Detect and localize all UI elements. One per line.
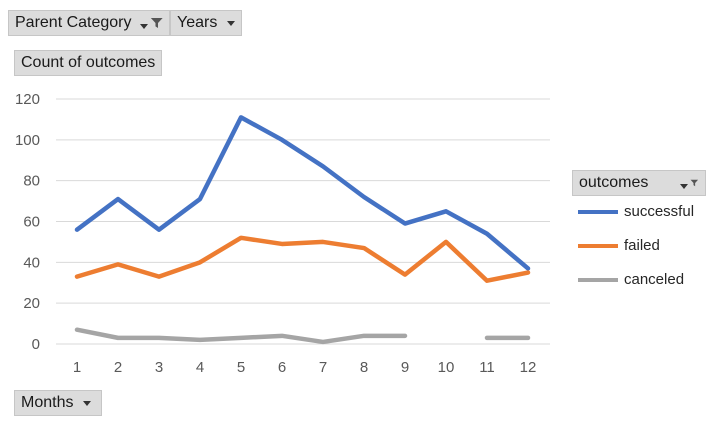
x-tick-label: 12 <box>520 359 537 376</box>
outcomes-legend-button[interactable]: outcomes <box>572 170 706 196</box>
legend-item-successful[interactable]: successful <box>578 203 694 220</box>
value-field-label: Count of outcomes <box>21 54 156 71</box>
chevron-down-icon[interactable] <box>227 20 236 26</box>
x-tick-label: 4 <box>196 359 204 376</box>
filter-icon[interactable] <box>150 15 163 31</box>
y-tick-label: 80 <box>23 173 40 190</box>
value-field-button[interactable]: Count of outcomes <box>14 50 162 76</box>
chevron-down-icon[interactable] <box>83 400 92 406</box>
x-tick-label: 10 <box>438 359 455 376</box>
x-tick-label: 11 <box>479 359 495 376</box>
x-tick-label: 1 <box>73 359 81 376</box>
chevron-down-icon[interactable] <box>139 23 148 29</box>
years-label: Years <box>177 14 218 31</box>
parent-category-label: Parent Category <box>15 14 132 31</box>
x-tick-label: 7 <box>319 359 327 376</box>
y-tick-label: 60 <box>23 214 40 231</box>
months-label: Months <box>21 394 74 411</box>
x-tick-label: 9 <box>401 359 409 376</box>
legend-label: failed <box>624 237 660 254</box>
legend-item-failed[interactable]: failed <box>578 237 660 254</box>
outcomes-label: outcomes <box>579 174 649 191</box>
series-line-successful[interactable] <box>74 115 531 271</box>
years-filter-button[interactable]: Years <box>170 10 242 36</box>
legend-item-canceled[interactable]: canceled <box>578 271 684 288</box>
filter-icon[interactable] <box>690 175 699 191</box>
y-tick-label: 20 <box>23 295 40 312</box>
x-tick-label: 6 <box>278 359 286 376</box>
legend-swatch <box>578 243 618 248</box>
y-tick-label: 40 <box>23 254 40 271</box>
y-tick-label: 0 <box>32 336 40 353</box>
x-tick-label: 3 <box>155 359 163 376</box>
y-tick-label: 120 <box>15 91 40 108</box>
series-line-canceled[interactable] <box>74 327 408 345</box>
parent-category-filter-button[interactable]: Parent Category <box>8 10 170 36</box>
x-tick-label: 2 <box>114 359 122 376</box>
months-axis-button[interactable]: Months <box>14 390 102 416</box>
x-tick-label: 8 <box>360 359 368 376</box>
legend-swatch <box>578 277 618 282</box>
y-tick-label: 100 <box>15 132 40 149</box>
legend-label: canceled <box>624 271 685 288</box>
series-line-failed[interactable] <box>74 235 531 283</box>
chevron-down-icon[interactable] <box>680 183 689 189</box>
legend-label: successful <box>624 203 695 220</box>
legend-swatch <box>578 209 618 214</box>
x-tick-label: 5 <box>237 359 245 376</box>
